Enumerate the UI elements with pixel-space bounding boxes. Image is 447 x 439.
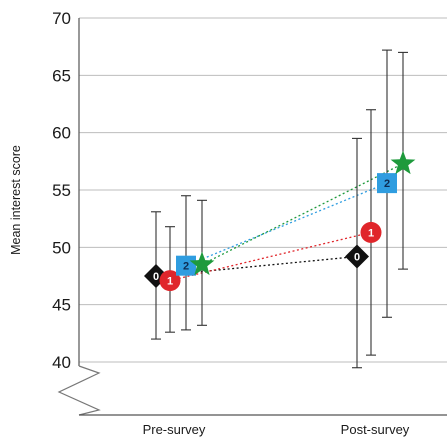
series-connector-lines (155, 163, 404, 282)
y-tick-label: 60 (52, 124, 71, 143)
y-tick-label: 70 (52, 9, 71, 28)
marker-label: 2 (384, 178, 390, 190)
error-bars (151, 49, 408, 369)
marker-label: 1 (368, 227, 374, 239)
data-point (189, 251, 215, 276)
connector-line-0 (155, 255, 358, 277)
data-point (390, 150, 416, 175)
data-point: 2 (377, 173, 397, 194)
circle-marker (159, 270, 181, 292)
axis-break-zigzag (57, 365, 101, 416)
diamond-marker (345, 244, 369, 269)
square-marker (377, 173, 397, 194)
marker-label: 1 (167, 276, 173, 288)
x-category-labels: Pre-survey Post-survey (143, 422, 410, 437)
marker-label: 2 (183, 261, 189, 273)
x-category-label: Pre-survey (143, 422, 206, 437)
data-point: 1 (159, 270, 181, 292)
y-tick-labels: 40 45 50 55 60 65 70 (52, 9, 71, 372)
y-axis-title: Mean interest score (9, 145, 23, 255)
y-tick-label: 50 (52, 238, 71, 257)
y-tick-label: 45 (52, 296, 71, 315)
marker-label: 0 (153, 271, 159, 283)
connector-line-3 (201, 163, 404, 266)
y-tick-label: 40 (52, 353, 71, 372)
connector-line-2 (185, 182, 388, 267)
connector-line-1 (169, 231, 372, 282)
data-point: 1 (360, 221, 382, 243)
star-marker (390, 150, 416, 175)
axes (57, 18, 447, 416)
y-tick-label: 65 (52, 66, 71, 85)
x-category-label: Post-survey (341, 422, 410, 437)
marker-label: 0 (354, 252, 360, 264)
data-point: 2 (176, 255, 196, 276)
gridlines (79, 17, 447, 363)
data-point: 0 (345, 244, 369, 269)
y-tick-label: 55 (52, 181, 71, 200)
star-marker (189, 251, 215, 276)
circle-marker (360, 221, 382, 243)
